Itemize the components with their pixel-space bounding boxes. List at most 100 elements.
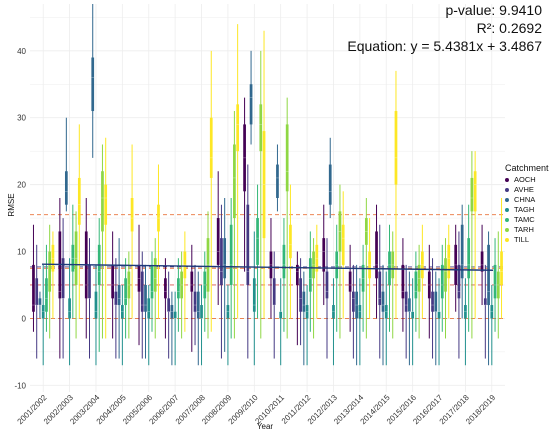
box	[167, 298, 171, 312]
reference-lines	[30, 214, 505, 319]
box	[285, 124, 289, 192]
box	[193, 291, 197, 312]
legend-item: TAGH	[505, 205, 549, 215]
box	[414, 271, 418, 299]
box	[404, 291, 408, 312]
box	[233, 144, 236, 219]
box	[140, 271, 144, 312]
box	[411, 311, 415, 319]
box	[220, 238, 223, 285]
box	[341, 224, 345, 265]
y-tick-label: 40	[17, 47, 26, 56]
box	[434, 291, 438, 312]
box	[61, 258, 65, 299]
box	[45, 278, 48, 312]
box	[77, 177, 81, 225]
legend-swatch	[505, 178, 509, 182]
box	[272, 278, 276, 306]
box	[444, 258, 447, 292]
box	[493, 264, 497, 299]
box	[246, 204, 250, 285]
box	[236, 104, 240, 152]
r-squared-text: R²: 0.2692	[476, 20, 542, 36]
y-tick-label: -10	[14, 381, 26, 390]
legend-swatch	[505, 198, 509, 202]
legend-label: AOCH	[514, 175, 536, 184]
legend-item: TAMC	[505, 215, 549, 225]
box	[500, 251, 503, 285]
box	[94, 291, 98, 319]
box	[302, 291, 306, 312]
box	[153, 258, 157, 292]
legend-item: AVHE	[505, 185, 549, 195]
box	[381, 291, 385, 312]
box	[375, 231, 378, 279]
box	[408, 298, 411, 312]
y-axis-label: RMSE	[7, 193, 16, 216]
box	[352, 291, 355, 312]
box	[394, 111, 398, 185]
p-value-text: p-value: 9.9410	[445, 2, 542, 18]
regression-line	[41, 263, 494, 271]
legend-item: TARH	[505, 225, 549, 235]
box	[460, 224, 464, 279]
legend-item: AOCH	[505, 175, 549, 185]
box	[64, 171, 68, 205]
box	[295, 264, 299, 285]
box	[483, 298, 487, 306]
box	[457, 264, 461, 299]
box	[440, 264, 444, 299]
box	[35, 278, 39, 306]
box	[480, 251, 484, 272]
box	[279, 311, 283, 319]
legend-title: Catchment	[505, 163, 549, 173]
box	[190, 271, 194, 292]
box	[299, 278, 302, 312]
box	[130, 198, 134, 232]
box	[200, 305, 203, 319]
legend-item: CHNA	[505, 195, 549, 205]
box	[276, 164, 279, 198]
box	[289, 224, 292, 259]
box-series	[32, 4, 503, 366]
box	[48, 251, 52, 292]
box	[32, 264, 35, 312]
box	[252, 278, 256, 312]
box	[259, 104, 263, 152]
box	[216, 218, 220, 265]
legend-swatch	[505, 238, 509, 242]
box	[437, 311, 441, 319]
box	[431, 291, 434, 312]
box	[117, 284, 121, 306]
box	[467, 238, 471, 279]
box	[111, 264, 114, 299]
box	[91, 57, 95, 112]
box	[173, 311, 177, 319]
box	[177, 278, 180, 299]
legend-label: TAGH	[514, 205, 535, 214]
box	[144, 284, 147, 312]
box	[196, 291, 200, 319]
legend-label: TARH	[514, 225, 534, 234]
box	[114, 291, 118, 306]
y-tick-label: 0	[22, 314, 27, 323]
box	[147, 298, 151, 319]
box	[38, 298, 42, 306]
box	[150, 264, 154, 299]
box	[282, 244, 286, 279]
legend: Catchment AOCH AVHE CHNA TAGH TAMC TARH TILL	[505, 163, 549, 245]
box	[308, 258, 312, 292]
legend-swatch	[505, 188, 509, 192]
box	[378, 271, 382, 306]
x-axis-label: Year	[257, 422, 274, 431]
box	[104, 184, 108, 225]
box	[124, 278, 127, 306]
legend-item: TILL	[505, 235, 549, 245]
plot-background	[30, 4, 505, 392]
box	[487, 244, 490, 306]
box	[325, 271, 329, 299]
legend-label: TILL	[514, 235, 530, 244]
box	[223, 238, 227, 279]
box	[473, 171, 477, 212]
